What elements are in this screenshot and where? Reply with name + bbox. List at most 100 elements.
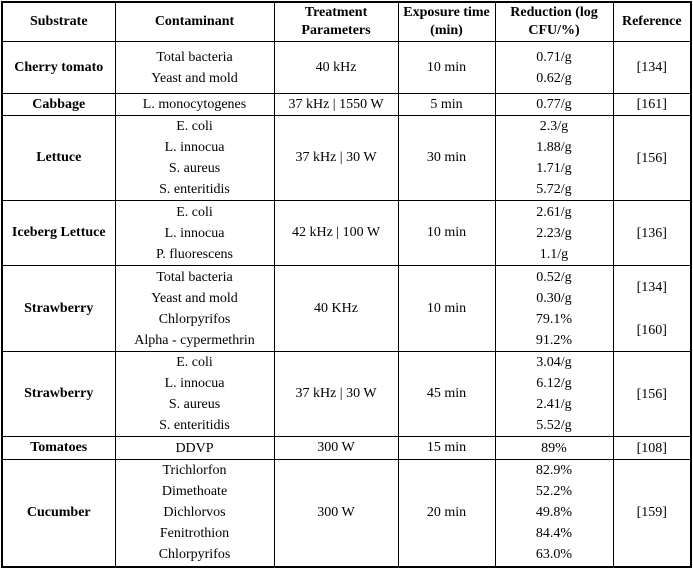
reference-value: [159]	[636, 505, 667, 521]
table-row: Cucumber Trichlorfon Dimethoate Dichlorvos F…	[1, 459, 692, 567]
reduction-line: 84.4%	[535, 526, 573, 542]
table-row: Tomatoes DDVP 300 W 15 min 89% [108]	[1, 436, 692, 460]
reduction-line: 89%	[541, 440, 567, 456]
treatment-parameters-cell: 300 W	[273, 436, 399, 460]
exposure-time-cell: 30 min	[397, 115, 496, 201]
reduction-line: 63.0%	[535, 547, 573, 563]
reduction-line: 0.30/g	[536, 290, 572, 306]
substrate-cell: Strawberry	[1, 265, 116, 352]
reduction-line: 5.52/g	[536, 418, 572, 433]
reduction-line: 1.88/g	[536, 140, 572, 155]
reduction-line: 52.2%	[535, 484, 573, 500]
reference-cell: [134]	[612, 41, 692, 94]
table-body: Cherry tomato Total bacteria Yeast and mol…	[1, 41, 692, 567]
contaminant-line: L. innocua	[164, 225, 225, 241]
exposure-time-cell: 10 min	[397, 265, 496, 352]
reduction-line: 5.72/g	[536, 182, 572, 197]
reduction-line: 91.2%	[535, 332, 573, 348]
column-header-reduction: Reduction (log CFU/%)	[494, 1, 614, 42]
treatment-parameters-cell: 37 kHz | 30 W	[273, 115, 399, 201]
treatment-parameters-cell: 42 kHz | 100 W	[273, 200, 399, 266]
contaminant-line: Yeast and mold	[151, 290, 238, 306]
reduction-line: 0.77/g	[536, 97, 572, 112]
treatment-parameters-cell: 37 kHz | 30 W	[273, 351, 399, 437]
reference-value: [134]	[636, 60, 667, 75]
reduction-line: 1.1/g	[539, 246, 569, 262]
contaminant-line: Dimethoate	[161, 484, 228, 500]
column-header-substrate: Substrate	[1, 1, 116, 42]
contaminant-cell: Trichlorfon Dimethoate Dichlorvos Fenitroth…	[114, 459, 275, 567]
reduction-cell: 2.61/g 2.23/g 1.1/g	[494, 200, 614, 266]
reference-cell: [159]	[612, 459, 692, 567]
contaminant-line: S. aureus	[168, 397, 221, 412]
column-header-contaminant: Contaminant	[114, 1, 275, 42]
reference-value: [156]	[636, 150, 667, 166]
substrate-cell: Cucumber	[1, 459, 116, 567]
reduction-line: 2.3/g	[539, 119, 569, 134]
column-header-treatment-parameters: Treatment Parameters	[273, 1, 399, 42]
table-row: Strawberry Total bacteria Yeast and mold Ch…	[1, 265, 692, 352]
contaminant-line: S. enteritidis	[159, 182, 230, 197]
exposure-time-cell: 45 min	[397, 351, 496, 437]
contaminant-line: Dichlorvos	[163, 505, 226, 521]
substrate-cell: Iceberg Lettuce	[1, 200, 116, 266]
reference-cell: [108]	[612, 436, 692, 460]
reduction-cell: 0.52/g 0.30/g 79.1% 91.2%	[494, 265, 614, 352]
contaminant-line: Chlorpyrifos	[158, 311, 231, 327]
reference-cell: [156]	[612, 115, 692, 201]
contaminant-line: Trichlorfon	[162, 463, 227, 479]
treatment-parameters-cell: 40 kHz	[273, 41, 399, 94]
reference-value: [136]	[636, 225, 667, 241]
reduction-line: 6.12/g	[536, 376, 572, 391]
reference-value: [108]	[636, 440, 667, 456]
column-header-exposure-time: Exposure time (min)	[397, 1, 496, 42]
substrate-cell: Cherry tomato	[1, 41, 116, 94]
reduction-line: 0.52/g	[536, 269, 572, 285]
contaminant-line: Alpha - cypermethrin	[134, 332, 255, 348]
reference-cell: [161]	[612, 93, 692, 116]
column-header-reference: Reference	[612, 1, 692, 42]
reduction-line: 2.61/g	[536, 204, 572, 220]
contaminant-line: Chlorpyrifos	[158, 547, 231, 563]
contaminant-cell: Total bacteria Yeast and mold	[114, 41, 275, 94]
contaminant-line: E. coli	[176, 355, 213, 370]
reduction-line: 0.62/g	[536, 70, 572, 86]
substrate-cell: Strawberry	[1, 351, 116, 437]
reduction-line: 2.23/g	[536, 225, 572, 241]
contaminant-line: E. coli	[176, 204, 213, 220]
substrate-cell: Cabbage	[1, 93, 116, 116]
reduction-line: 3.04/g	[536, 355, 572, 370]
contaminant-cell: L. monocytogenes	[114, 93, 275, 116]
treatment-parameters-cell: 40 KHz	[273, 265, 399, 352]
contaminant-cell: E. coli L. innocua P. fluorescens	[114, 200, 275, 266]
reduction-cell: 0.71/g 0.62/g	[494, 41, 614, 94]
header-row: Substrate Contaminant Treatment Paramete…	[1, 1, 692, 42]
contaminant-cell: E. coli L. innocua S. aureus S. enteritidis	[114, 351, 275, 437]
exposure-time-cell: 15 min	[397, 436, 496, 460]
contaminant-cell: E. coli L. innocua S. aureus S. enteritidis	[114, 115, 275, 201]
contaminant-line: DDVP	[175, 440, 214, 456]
reference-value: [134]	[636, 279, 667, 295]
table-row: Iceberg Lettuce E. coli L. innocua P. fluor…	[1, 200, 692, 266]
exposure-time-cell: 5 min	[397, 93, 496, 116]
reference-cell: [136]	[612, 200, 692, 266]
substrate-cell: Tomatoes	[1, 436, 116, 460]
reference-value: [161]	[636, 97, 667, 112]
contaminant-line: L. monocytogenes	[142, 97, 247, 112]
reference-value: [156]	[636, 386, 667, 402]
contaminant-line: P. fluorescens	[156, 246, 233, 262]
reduction-cell: 82.9% 52.2% 49.8% 84.4% 63.0%	[494, 459, 614, 567]
table-header: Substrate Contaminant Treatment Paramete…	[1, 1, 692, 42]
contaminant-line: S. aureus	[168, 161, 221, 176]
reduction-cell: 3.04/g 6.12/g 2.41/g 5.52/g	[494, 351, 614, 437]
reference-cell: [156]	[612, 351, 692, 437]
reduction-cell: 89%	[494, 436, 614, 460]
contaminant-line: Total bacteria	[156, 269, 233, 285]
contaminant-line: L. innocua	[164, 376, 225, 391]
substrate-cell: Lettuce	[1, 115, 116, 201]
treatment-parameters-cell: 37 kHz | 1550 W	[273, 93, 399, 116]
reduction-cell: 0.77/g	[494, 93, 614, 116]
